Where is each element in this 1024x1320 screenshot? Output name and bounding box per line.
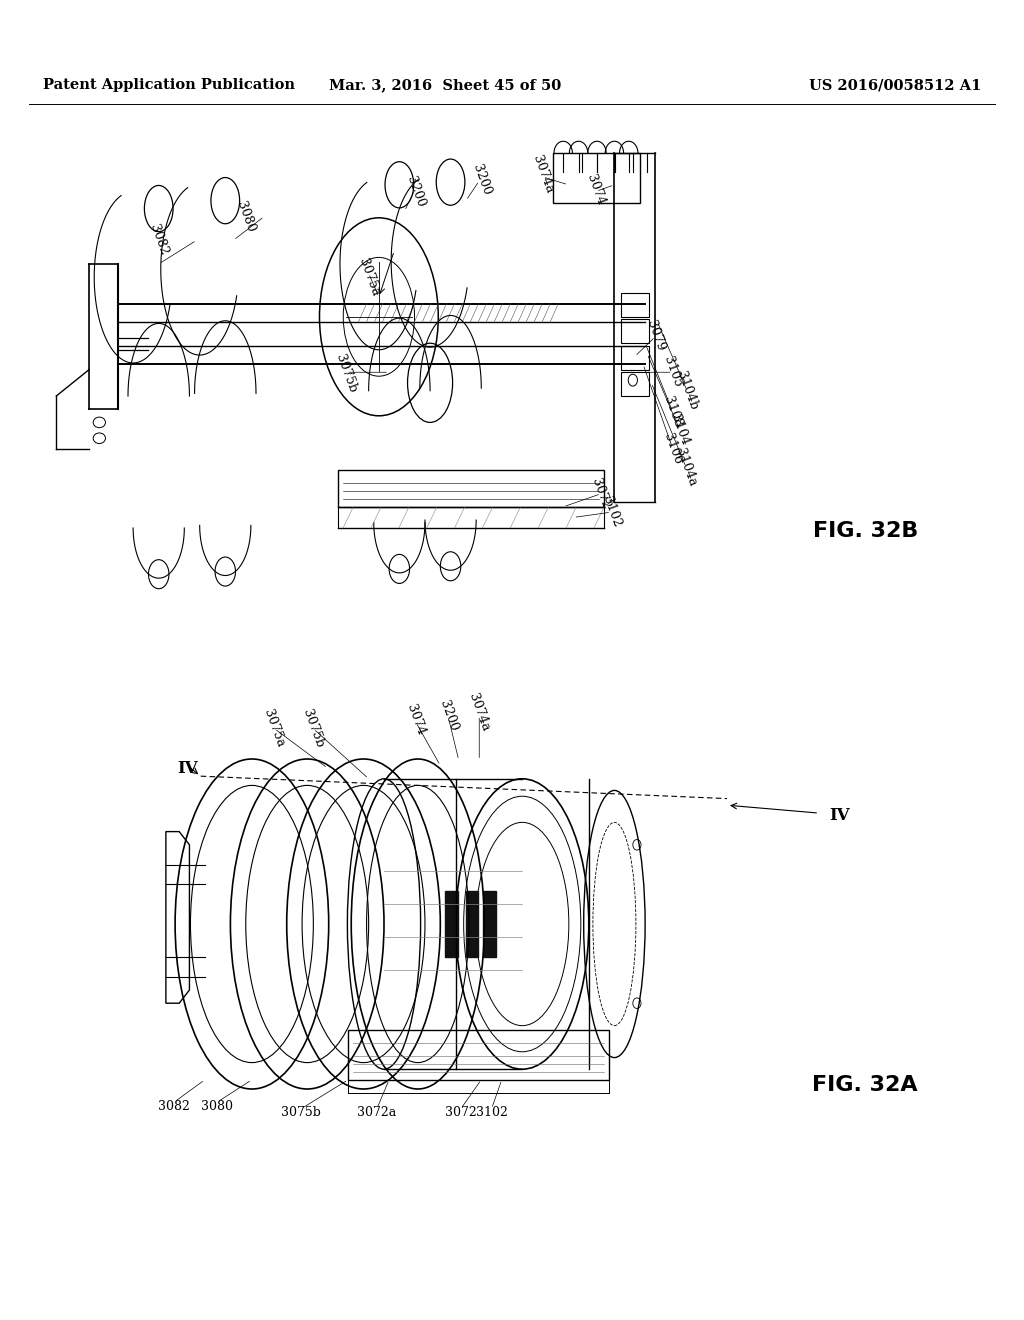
- Text: 3074a: 3074a: [466, 692, 493, 734]
- Text: 3072: 3072: [444, 1106, 477, 1119]
- Text: 3082: 3082: [158, 1100, 190, 1113]
- Text: 3079: 3079: [644, 318, 667, 352]
- Text: 3105: 3105: [662, 355, 684, 389]
- Text: 3075b: 3075b: [282, 1106, 321, 1119]
- Text: IV: IV: [177, 760, 198, 776]
- Text: 3104b: 3104b: [674, 370, 700, 412]
- Text: 3104: 3104: [669, 413, 691, 447]
- Bar: [621, 372, 649, 396]
- Bar: [621, 346, 649, 370]
- Bar: [483, 891, 496, 957]
- Text: 3075b: 3075b: [333, 352, 359, 395]
- FancyBboxPatch shape: [553, 153, 640, 203]
- Text: 3072a: 3072a: [357, 1106, 396, 1119]
- Text: 3106: 3106: [662, 432, 684, 466]
- Text: 3108: 3108: [662, 395, 684, 429]
- Text: Patent Application Publication: Patent Application Publication: [43, 78, 295, 92]
- Text: 3080: 3080: [201, 1100, 233, 1113]
- FancyBboxPatch shape: [338, 470, 604, 507]
- Text: 3074a: 3074a: [529, 153, 556, 195]
- Text: 3104a: 3104a: [673, 446, 699, 488]
- Bar: [445, 891, 458, 957]
- Text: FIG. 32A: FIG. 32A: [812, 1074, 919, 1096]
- Text: 3075a: 3075a: [355, 256, 382, 298]
- Text: 3074: 3074: [404, 702, 427, 737]
- Text: 3200: 3200: [404, 174, 427, 209]
- Bar: [348, 1030, 609, 1080]
- Text: 3075b: 3075b: [300, 708, 327, 750]
- Text: 3102: 3102: [475, 1106, 508, 1119]
- Text: 3200: 3200: [470, 162, 493, 197]
- Text: FIG. 32B: FIG. 32B: [813, 520, 918, 541]
- Text: Mar. 3, 2016  Sheet 45 of 50: Mar. 3, 2016 Sheet 45 of 50: [330, 78, 561, 92]
- Text: 3082: 3082: [147, 223, 170, 257]
- Bar: [466, 891, 478, 957]
- Bar: [621, 293, 649, 317]
- Text: 3075a: 3075a: [261, 708, 288, 750]
- Text: 3200: 3200: [437, 698, 460, 733]
- Text: IV: IV: [829, 808, 850, 824]
- Text: 3102: 3102: [600, 495, 623, 529]
- Bar: [621, 319, 649, 343]
- Text: 3072: 3072: [590, 477, 612, 511]
- Text: US 2016/0058512 A1: US 2016/0058512 A1: [809, 78, 981, 92]
- Text: 3074: 3074: [585, 173, 607, 207]
- Text: 3080: 3080: [234, 199, 257, 234]
